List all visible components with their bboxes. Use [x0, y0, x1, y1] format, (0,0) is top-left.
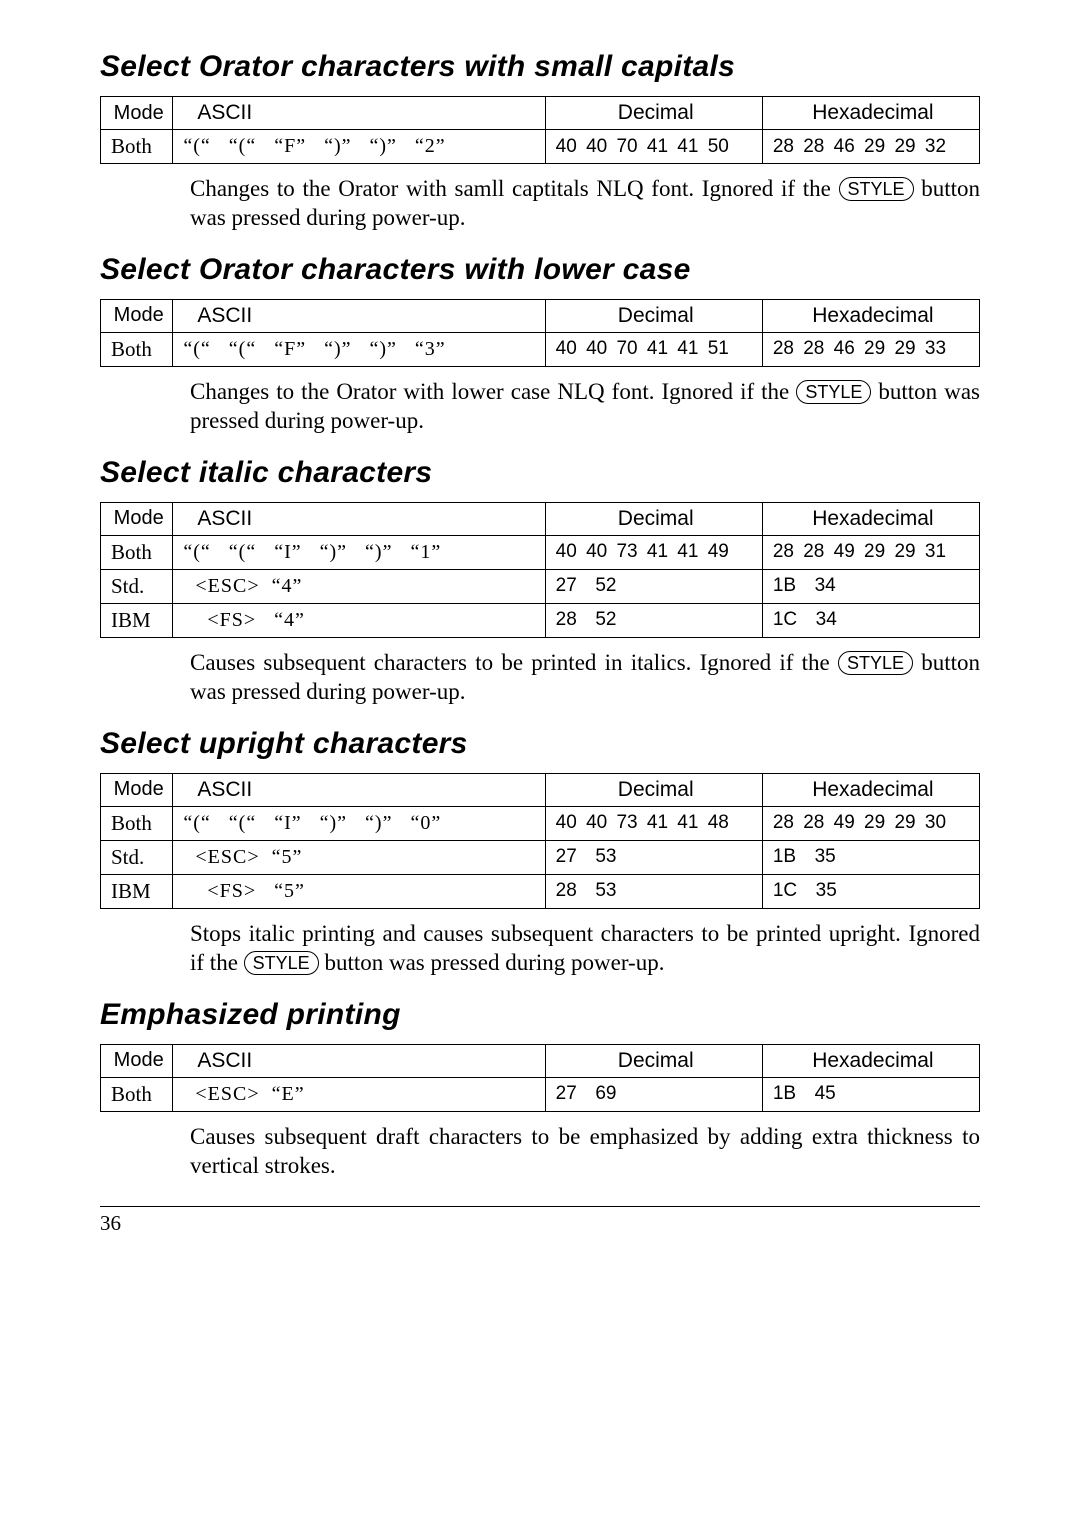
- table-row: IBM <FS> “5” 28 53 1C 35: [101, 874, 980, 908]
- ascii-cell: “(“ “(“ “I” “)” “)” “1”: [173, 535, 545, 569]
- ascii-cell: <ESC> “E”: [173, 1077, 545, 1111]
- hex-cell: 1B 34: [762, 569, 979, 603]
- table-header-row: Mode ASCII Decimal Hexadecimal: [101, 502, 980, 535]
- table-row: Std. <ESC> “4” 27 52 1B 34: [101, 569, 980, 603]
- mode-cell: Both: [101, 806, 173, 840]
- col-hex: Hexadecimal: [762, 299, 979, 332]
- mode-cell: Std.: [101, 840, 173, 874]
- mode-cell: Both: [101, 332, 173, 366]
- desc-text: Causes subsequent characters to be print…: [190, 650, 838, 675]
- section-title: Select Orator characters with lower case: [100, 253, 980, 287]
- desc-text: Changes to the Orator with lower case NL…: [190, 379, 796, 404]
- table-row: Both “(“ “(“ “F” “)” “)” “3” 40 40 70 41…: [101, 332, 980, 366]
- command-table: Mode ASCII Decimal Hexadecimal Both “(“ …: [100, 96, 980, 164]
- command-table: Mode ASCII Decimal Hexadecimal Both “(“ …: [100, 502, 980, 638]
- section-title: Select Orator characters with small capi…: [100, 50, 980, 84]
- col-decimal: Decimal: [545, 1044, 762, 1077]
- col-ascii: ASCII: [173, 1044, 545, 1077]
- dec-cell: 27 53: [545, 840, 762, 874]
- hex-cell: 1B 45: [762, 1077, 979, 1111]
- col-hex: Hexadecimal: [762, 773, 979, 806]
- col-ascii: ASCII: [173, 299, 545, 332]
- mode-cell: IBM: [101, 603, 173, 637]
- dec-cell: 40 40 70 41 41 50: [545, 130, 762, 164]
- col-decimal: Decimal: [545, 773, 762, 806]
- section-title: Select italic characters: [100, 456, 980, 490]
- hex-cell: 28 28 46 29 29 33: [762, 332, 979, 366]
- ascii-cell: “(“ “(“ “I” “)” “)” “0”: [173, 806, 545, 840]
- description: Stops italic printing and causes subsequ…: [190, 919, 980, 978]
- description: Causes subsequent characters to be print…: [190, 648, 980, 707]
- style-button-label: STYLE: [838, 651, 913, 675]
- table-header-row: Mode ASCII Decimal Hexadecimal: [101, 1044, 980, 1077]
- dec-cell: 40 40 73 41 41 48: [545, 806, 762, 840]
- hex-cell: 1C 35: [762, 874, 979, 908]
- table-row: Both “(“ “(“ “I” “)” “)” “1” 40 40 73 41…: [101, 535, 980, 569]
- hex-cell: 1B 35: [762, 840, 979, 874]
- col-mode: Mode: [101, 502, 173, 535]
- mode-cell: Std.: [101, 569, 173, 603]
- table-header-row: Mode ASCII Decimal Hexadecimal: [101, 773, 980, 806]
- hex-cell: 28 28 49 29 29 31: [762, 535, 979, 569]
- table-row: Both <ESC> “E” 27 69 1B 45: [101, 1077, 980, 1111]
- dec-cell: 28 53: [545, 874, 762, 908]
- mode-cell: IBM: [101, 874, 173, 908]
- command-table: Mode ASCII Decimal Hexadecimal Both “(“ …: [100, 773, 980, 909]
- dec-cell: 27 69: [545, 1077, 762, 1111]
- ascii-cell: <ESC> “5”: [173, 840, 545, 874]
- mode-cell: Both: [101, 130, 173, 164]
- style-button-label: STYLE: [796, 380, 871, 404]
- table-row: Std. <ESC> “5” 27 53 1B 35: [101, 840, 980, 874]
- col-ascii: ASCII: [173, 502, 545, 535]
- section-title: Emphasized printing: [100, 998, 980, 1032]
- table-header-row: Mode ASCII Decimal Hexadecimal: [101, 97, 980, 130]
- style-button-label: STYLE: [244, 951, 319, 975]
- col-decimal: Decimal: [545, 299, 762, 332]
- description: Changes to the Orator with samll captita…: [190, 174, 980, 233]
- col-ascii: ASCII: [173, 773, 545, 806]
- table-header-row: Mode ASCII Decimal Hexadecimal: [101, 299, 980, 332]
- desc-text: Changes to the Orator with samll captita…: [190, 176, 839, 201]
- page-footer: 36: [100, 1206, 980, 1236]
- desc-text: button was pressed during power-up.: [324, 950, 664, 975]
- table-row: Both “(“ “(“ “F” “)” “)” “2” 40 40 70 41…: [101, 130, 980, 164]
- section-title: Select upright characters: [100, 727, 980, 761]
- col-mode: Mode: [101, 97, 173, 130]
- style-button-label: STYLE: [839, 177, 914, 201]
- description: Changes to the Orator with lower case NL…: [190, 377, 980, 436]
- col-mode: Mode: [101, 1044, 173, 1077]
- page-number: 36: [100, 1211, 121, 1235]
- mode-cell: Both: [101, 535, 173, 569]
- col-mode: Mode: [101, 299, 173, 332]
- col-mode: Mode: [101, 773, 173, 806]
- ascii-cell: “(“ “(“ “F” “)” “)” “3”: [173, 332, 545, 366]
- col-hex: Hexadecimal: [762, 97, 979, 130]
- dec-cell: 40 40 70 41 41 51: [545, 332, 762, 366]
- col-hex: Hexadecimal: [762, 502, 979, 535]
- hex-cell: 1C 34: [762, 603, 979, 637]
- description: Causes subsequent draft characters to be…: [190, 1122, 980, 1181]
- command-table: Mode ASCII Decimal Hexadecimal Both <ESC…: [100, 1044, 980, 1112]
- col-decimal: Decimal: [545, 97, 762, 130]
- table-row: Both “(“ “(“ “I” “)” “)” “0” 40 40 73 41…: [101, 806, 980, 840]
- hex-cell: 28 28 49 29 29 30: [762, 806, 979, 840]
- col-hex: Hexadecimal: [762, 1044, 979, 1077]
- dec-cell: 27 52: [545, 569, 762, 603]
- dec-cell: 28 52: [545, 603, 762, 637]
- ascii-cell: <FS> “5”: [173, 874, 545, 908]
- mode-cell: Both: [101, 1077, 173, 1111]
- ascii-cell: <FS> “4”: [173, 603, 545, 637]
- command-table: Mode ASCII Decimal Hexadecimal Both “(“ …: [100, 299, 980, 367]
- ascii-cell: “(“ “(“ “F” “)” “)” “2”: [173, 130, 545, 164]
- ascii-cell: <ESC> “4”: [173, 569, 545, 603]
- table-row: IBM <FS> “4” 28 52 1C 34: [101, 603, 980, 637]
- hex-cell: 28 28 46 29 29 32: [762, 130, 979, 164]
- page-content: Select Orator characters with small capi…: [100, 50, 980, 1236]
- col-decimal: Decimal: [545, 502, 762, 535]
- dec-cell: 40 40 73 41 41 49: [545, 535, 762, 569]
- col-ascii: ASCII: [173, 97, 545, 130]
